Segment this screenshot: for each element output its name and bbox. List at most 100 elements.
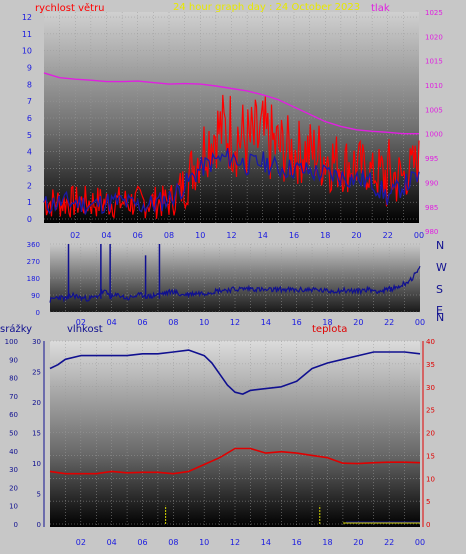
wind-x-tick-00: 00 <box>414 231 424 240</box>
rain-y-tick-90: 90 <box>9 356 18 364</box>
rain-y-tick-40: 40 <box>9 448 18 456</box>
graph-title: 24 hour graph day : 24 October 2023 <box>173 2 360 13</box>
wind-y-tick-0: 0 <box>27 215 32 224</box>
pressure-y-tick-1010: 1010 <box>425 82 443 90</box>
climate-x-tick-22: 22 <box>384 538 394 547</box>
pressure-y-tick-1005: 1005 <box>425 106 443 114</box>
direction-x-tick-20: 20 <box>353 318 363 327</box>
temperature-y-tick-5: 5 <box>426 498 430 506</box>
wind-x-tick-06: 06 <box>133 231 143 240</box>
climate-x-tick-16: 16 <box>292 538 302 547</box>
wind-x-tick-02: 02 <box>70 231 80 240</box>
direction-x-tick-10: 10 <box>199 318 209 327</box>
direction-x-tick-00: 00 <box>415 318 425 327</box>
climate-x-tick-20: 20 <box>353 538 363 547</box>
climate-x-tick-06: 06 <box>137 538 147 547</box>
rain-y-tick-50: 50 <box>9 430 18 438</box>
humidity-line <box>49 349 421 395</box>
humidity-y-tick-10: 10 <box>32 460 41 468</box>
wind-x-tick-20: 20 <box>351 231 361 240</box>
direction-x-tick-02: 02 <box>76 318 86 327</box>
direction-x-tick-22: 22 <box>384 318 394 327</box>
direction-x-tick-16: 16 <box>292 318 302 327</box>
wind-average-line <box>43 147 420 215</box>
rain-y-tick-30: 30 <box>9 466 18 474</box>
pressure-y-tick-1015: 1015 <box>425 58 443 66</box>
wind-x-tick-12: 12 <box>226 231 236 240</box>
temperature-y-tick-15: 15 <box>426 452 435 460</box>
humidity-y-tick-5: 5 <box>37 491 41 499</box>
pressure-y-tick-985: 985 <box>425 204 438 212</box>
wind-y-tick-3: 3 <box>27 165 32 174</box>
direction-x-tick-18: 18 <box>322 318 332 327</box>
wind-x-tick-18: 18 <box>320 231 330 240</box>
direction-x-tick-14: 14 <box>261 318 271 327</box>
direction-y-tick-360: 360 <box>27 241 40 249</box>
pressure-y-tick-990: 990 <box>425 179 438 187</box>
climate-x-tick-08: 08 <box>168 538 178 547</box>
wind-y-tick-6: 6 <box>27 114 32 123</box>
humidity-y-tick-0: 0 <box>37 521 41 529</box>
humidity-label: vlhkost <box>67 324 103 335</box>
pressure-line <box>43 72 419 135</box>
humidity-y-tick-25: 25 <box>32 369 41 377</box>
pressure-y-tick-1020: 1020 <box>425 33 443 41</box>
wind-x-tick-08: 08 <box>164 231 174 240</box>
climate-x-tick-00: 00 <box>415 538 425 547</box>
wind-x-tick-22: 22 <box>383 231 393 240</box>
wind-y-tick-7: 7 <box>27 97 32 106</box>
direction-y-tick-0: 0 <box>36 309 40 317</box>
pressure-y-tick-980: 980 <box>425 228 438 236</box>
climate-x-tick-02: 02 <box>76 538 86 547</box>
climate-x-tick-10: 10 <box>199 538 209 547</box>
rain-y-tick-70: 70 <box>9 393 18 401</box>
humidity-y-tick-30: 30 <box>32 338 41 346</box>
temperature-y-tick-10: 10 <box>426 475 435 483</box>
direction-label-w-1: W <box>436 261 447 274</box>
temperature-y-tick-0: 0 <box>426 521 430 529</box>
rain-y-tick-60: 60 <box>9 411 18 419</box>
climate-x-tick-04: 04 <box>107 538 117 547</box>
rain-y-tick-10: 10 <box>9 503 18 511</box>
climate-x-tick-12: 12 <box>230 538 240 547</box>
wind-y-tick-5: 5 <box>27 131 32 140</box>
direction-y-tick-90: 90 <box>31 292 40 300</box>
wind-y-tick-4: 4 <box>27 148 32 157</box>
wind-x-tick-14: 14 <box>258 231 268 240</box>
wind-y-tick-12: 12 <box>22 13 32 22</box>
wind-x-tick-04: 04 <box>101 231 111 240</box>
wind-y-tick-2: 2 <box>27 181 32 190</box>
rain-y-tick-20: 20 <box>9 484 18 492</box>
wind-y-tick-9: 9 <box>27 64 32 73</box>
temperature-label: teplota <box>312 324 347 335</box>
direction-x-tick-06: 06 <box>137 318 147 327</box>
direction-x-tick-04: 04 <box>107 318 117 327</box>
direction-y-tick-180: 180 <box>27 275 40 283</box>
wind-speed-line <box>43 94 420 219</box>
direction-label-s-2: S <box>436 283 443 296</box>
temperature-y-tick-40: 40 <box>426 338 435 346</box>
wind-speed-label: rychlost větru <box>35 2 105 14</box>
climate-x-tick-18: 18 <box>322 538 332 547</box>
wind-y-tick-1: 1 <box>27 198 32 207</box>
temperature-line <box>49 447 421 475</box>
rain-label: srážky <box>0 323 32 335</box>
temperature-y-tick-35: 35 <box>426 361 435 369</box>
pressure-y-tick-1025: 1025 <box>425 9 443 17</box>
humidity-y-tick-20: 20 <box>32 399 41 407</box>
climate-x-tick-14: 14 <box>261 538 271 547</box>
pressure-label: tlak <box>371 3 390 14</box>
wind-x-tick-10: 10 <box>195 231 205 240</box>
rain-y-tick-80: 80 <box>9 375 18 383</box>
temperature-y-tick-20: 20 <box>426 430 435 438</box>
direction-label-n-bottom: N <box>436 311 444 324</box>
rain-y-tick-100: 100 <box>5 338 18 346</box>
rain-y-tick-0: 0 <box>14 521 18 529</box>
direction-x-tick-12: 12 <box>230 318 240 327</box>
pressure-y-tick-995: 995 <box>425 155 438 163</box>
direction-y-tick-270: 270 <box>27 258 40 266</box>
pressure-y-tick-1000: 1000 <box>425 131 443 139</box>
wind-x-tick-16: 16 <box>289 231 299 240</box>
